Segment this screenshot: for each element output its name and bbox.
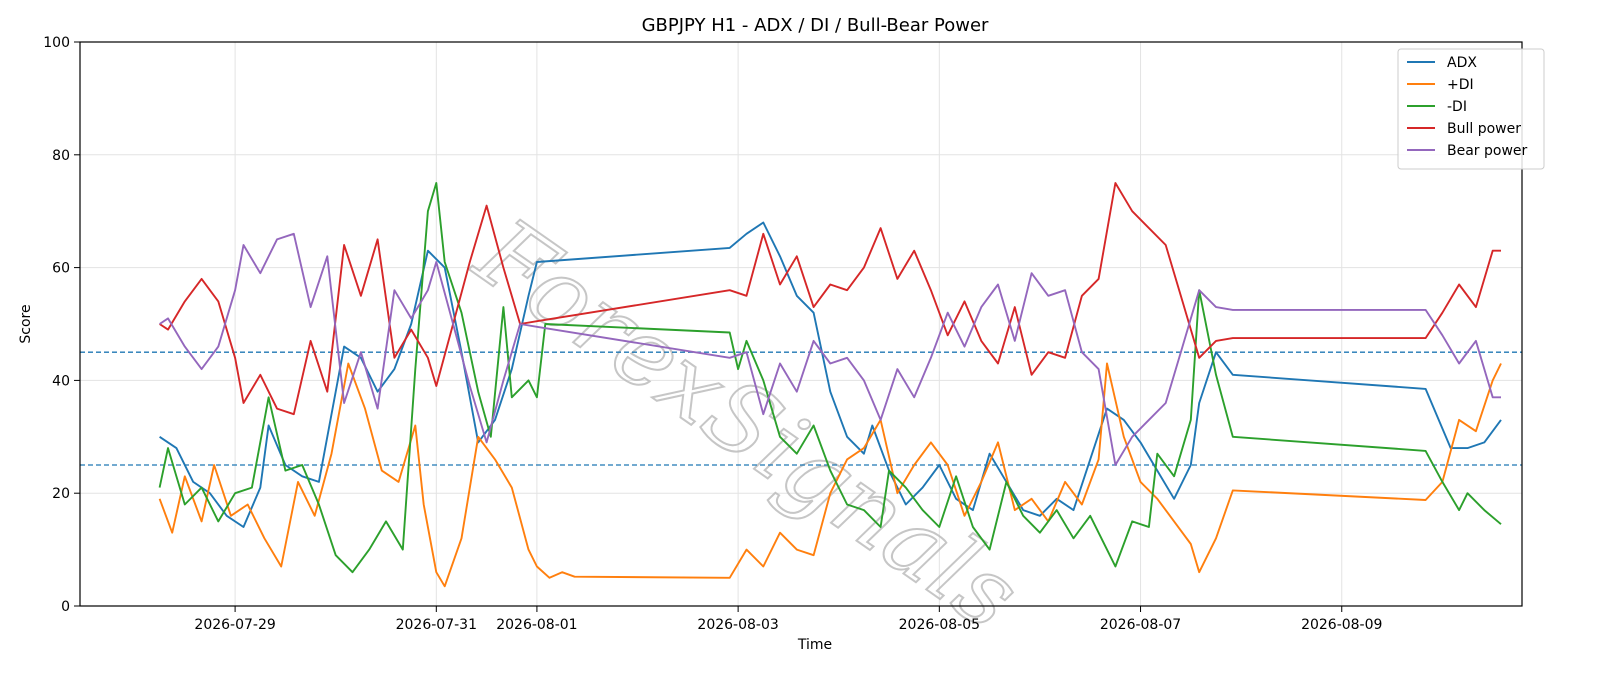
reference-lines xyxy=(80,351,1522,466)
x-axis-label: Time xyxy=(797,637,832,653)
x-tick-label: 2026-08-03 xyxy=(697,617,778,633)
y-tick-label: 20 xyxy=(52,486,70,502)
x-tick-label: 2026-08-09 xyxy=(1301,617,1382,633)
legend: ADX +DI -DI Bull power Bear power xyxy=(1397,48,1545,170)
series-line-bear-power xyxy=(159,232,1501,466)
legend-label: Bear power xyxy=(1447,143,1528,159)
legend-label: +DI xyxy=(1447,77,1474,93)
x-tick-label: 2026-08-07 xyxy=(1100,617,1181,633)
series-line-di xyxy=(158,362,1502,588)
x-tick-label: 2026-07-31 xyxy=(396,617,477,633)
x-axis-ticks: 2026-07-29 2026-07-31 2026-08-01 2026-08-03… xyxy=(194,606,1382,633)
legend-label: ADX xyxy=(1447,55,1477,71)
legend-label: Bull power xyxy=(1447,121,1521,137)
x-tick-label: 2026-08-05 xyxy=(899,617,980,633)
series-line-di xyxy=(158,182,1502,574)
y-tick-label: 0 xyxy=(61,599,70,615)
y-tick-label: 100 xyxy=(43,35,70,51)
x-tick-label: 2026-07-29 xyxy=(194,617,275,633)
legend-label: -DI xyxy=(1447,99,1467,115)
series-line-bull-power xyxy=(159,182,1501,416)
series-layer xyxy=(158,182,1502,588)
plot-frame xyxy=(79,41,1523,607)
y-tick-label: 60 xyxy=(52,261,70,277)
y-axis-ticks: 0 20 40 60 80 100 xyxy=(43,35,80,615)
x-tick-label: 2026-08-01 xyxy=(496,617,577,633)
chart-title: GBPJPY H1 - ADX / DI / Bull-Bear Power xyxy=(642,15,989,36)
y-tick-label: 40 xyxy=(52,373,70,389)
legend-box xyxy=(1397,48,1545,170)
y-axis-label: Score xyxy=(18,304,34,343)
y-tick-label: 80 xyxy=(52,148,70,164)
